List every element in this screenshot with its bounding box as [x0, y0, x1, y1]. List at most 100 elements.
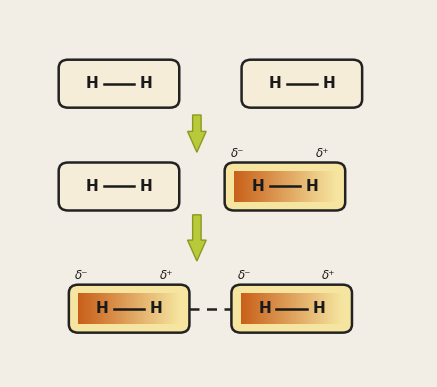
- Text: δ⁻: δ⁻: [75, 269, 88, 282]
- Bar: [313, 171, 315, 202]
- Bar: [153, 293, 154, 324]
- Bar: [284, 293, 285, 324]
- Bar: [129, 293, 131, 324]
- Bar: [292, 293, 293, 324]
- Bar: [328, 171, 329, 202]
- Bar: [146, 293, 147, 324]
- Bar: [329, 171, 330, 202]
- Bar: [97, 293, 99, 324]
- Bar: [325, 171, 326, 202]
- Bar: [260, 293, 262, 324]
- Bar: [100, 293, 101, 324]
- Bar: [250, 171, 251, 202]
- Bar: [320, 293, 322, 324]
- Bar: [259, 293, 260, 324]
- Bar: [237, 171, 239, 202]
- Bar: [317, 293, 319, 324]
- Bar: [275, 293, 277, 324]
- Bar: [141, 293, 143, 324]
- Bar: [276, 171, 277, 202]
- FancyBboxPatch shape: [69, 285, 189, 333]
- Bar: [162, 293, 163, 324]
- Bar: [256, 171, 257, 202]
- Bar: [267, 171, 268, 202]
- Bar: [326, 293, 328, 324]
- Bar: [305, 171, 307, 202]
- Bar: [107, 293, 108, 324]
- Bar: [319, 171, 320, 202]
- Bar: [336, 293, 338, 324]
- Bar: [302, 293, 303, 324]
- Bar: [275, 171, 276, 202]
- Bar: [83, 293, 85, 324]
- Bar: [179, 293, 180, 324]
- Bar: [291, 293, 292, 324]
- Text: H: H: [150, 301, 163, 316]
- Bar: [90, 293, 92, 324]
- Bar: [327, 293, 329, 324]
- Bar: [295, 293, 296, 324]
- Bar: [317, 171, 319, 202]
- Bar: [290, 171, 291, 202]
- Bar: [277, 293, 279, 324]
- Text: δ⁺: δ⁺: [316, 147, 329, 160]
- Bar: [294, 171, 295, 202]
- Bar: [137, 293, 139, 324]
- Bar: [298, 171, 299, 202]
- Bar: [159, 293, 160, 324]
- Bar: [335, 293, 337, 324]
- Bar: [115, 293, 116, 324]
- Bar: [316, 171, 317, 202]
- Bar: [265, 293, 267, 324]
- Bar: [240, 171, 242, 202]
- Bar: [104, 293, 105, 324]
- Text: H: H: [251, 179, 264, 194]
- Bar: [247, 171, 249, 202]
- Bar: [303, 171, 305, 202]
- Bar: [124, 293, 125, 324]
- Bar: [242, 293, 243, 324]
- Bar: [331, 171, 332, 202]
- Bar: [264, 293, 266, 324]
- Bar: [271, 293, 273, 324]
- Bar: [257, 171, 259, 202]
- Bar: [238, 171, 239, 202]
- Bar: [120, 293, 121, 324]
- Bar: [331, 293, 333, 324]
- Bar: [250, 171, 252, 202]
- Bar: [97, 293, 98, 324]
- Bar: [293, 293, 294, 324]
- Bar: [289, 293, 290, 324]
- Bar: [284, 293, 286, 324]
- Bar: [248, 171, 250, 202]
- Bar: [248, 293, 250, 324]
- Bar: [330, 293, 332, 324]
- Bar: [322, 171, 323, 202]
- Bar: [312, 171, 314, 202]
- Bar: [170, 293, 171, 324]
- Bar: [277, 171, 278, 202]
- Bar: [272, 171, 273, 202]
- Bar: [329, 293, 331, 324]
- Bar: [88, 293, 90, 324]
- Bar: [262, 171, 263, 202]
- Bar: [332, 171, 333, 202]
- Bar: [143, 293, 145, 324]
- Bar: [260, 171, 261, 202]
- Bar: [260, 171, 262, 202]
- Bar: [296, 171, 298, 202]
- Bar: [278, 293, 280, 324]
- Bar: [244, 171, 246, 202]
- Bar: [292, 171, 293, 202]
- Bar: [269, 293, 271, 324]
- Bar: [239, 171, 240, 202]
- Bar: [299, 293, 300, 324]
- Bar: [314, 171, 316, 202]
- Bar: [252, 293, 253, 324]
- Bar: [329, 171, 331, 202]
- Bar: [165, 293, 166, 324]
- Bar: [133, 293, 135, 324]
- Bar: [103, 293, 104, 324]
- Bar: [176, 293, 177, 324]
- Bar: [164, 293, 165, 324]
